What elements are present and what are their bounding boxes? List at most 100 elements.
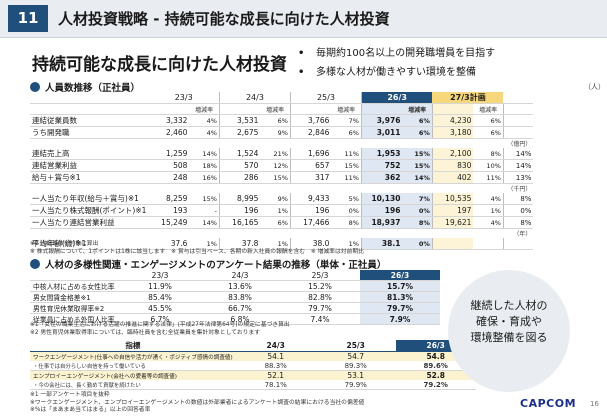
table-cell-rate: 6% (473, 126, 504, 139)
table-cell-value: 54.1 (235, 351, 316, 361)
table-cell-value: 508 (148, 159, 190, 172)
table-cell-value: 10,130 (361, 193, 403, 205)
table-cell-value: 196 (219, 204, 261, 217)
table-cell-value: 15.2% (280, 280, 360, 292)
table-cell-value: 66.7% (200, 302, 280, 314)
table-cell-rate: 8% (503, 216, 534, 229)
table-cell-value: 6.7% (120, 313, 200, 325)
table-cell-value: 82.8% (280, 291, 360, 303)
table-cell-value: 3,332 (148, 114, 190, 127)
table-cell-value: 286 (219, 171, 261, 184)
table-cell-rate: 4% (473, 193, 504, 205)
table-cell-value: 196 (290, 204, 332, 217)
table-cell-rate: 9% (260, 193, 291, 205)
footnotes-headcount: ※1 当社単体を対象に算出 ※ 株式報酬について、1ポイントは1株に該当します … (30, 241, 364, 255)
table-cell-value: 1,259 (148, 148, 190, 160)
table-cell-value: 3,766 (290, 114, 332, 127)
table-cell-rate: - (189, 204, 220, 217)
table-row: 連結営業利益 508 18% 570 12% 657 15% 752 15% 830 10% 14% (30, 159, 534, 172)
table-cell-value: 52.1 (235, 370, 316, 380)
table-header-row: 指標 24/3 25/3 26/3 (30, 340, 476, 352)
table-cell-value: 45.5% (120, 302, 200, 314)
table-cell-value: 78.1% (235, 380, 316, 390)
table-cell-rate: 15% (331, 159, 362, 172)
table-cell-rate (503, 238, 534, 250)
table-cell-rate: 15% (402, 159, 433, 172)
table-cell-rate: 0% (331, 204, 362, 217)
table-row: 一人当たり株式報酬(ポイント)※1 193-196 1% 196 0% 196 0% 197 1… (30, 204, 534, 217)
table-cell-value: 2,100 (432, 148, 474, 160)
section-number: 11 (8, 5, 48, 32)
table-cell-rate: 15% (260, 171, 291, 184)
table-cell-value: 38.1 (361, 238, 403, 250)
table-cell-value: 1,953 (361, 148, 403, 160)
section-marker-icon (30, 82, 40, 92)
table-cell-rate: 1% (260, 204, 291, 217)
table-cell-rate: 6% (260, 216, 291, 229)
table-cell-value: 752 (361, 159, 403, 172)
table-cell-rate: 15% (189, 193, 220, 205)
footnotes-diversity: ※1「女性の職業生活における活躍の推進に関する法律」(平成27年法律第64号)の… (30, 322, 290, 336)
table-cell-rate: 4% (189, 126, 220, 139)
table-cell-rate: 6% (260, 114, 291, 127)
table-row: 一人当たり連結営業利益 15,249 14% 16,165 6% 17,466 8% 18,9… (30, 216, 534, 229)
table-cell-value: 196 (361, 204, 403, 217)
bullet-item: • 毎期約100名以上の開発職増員を目指す (298, 48, 496, 59)
section-marker-icon (30, 259, 40, 269)
table-row: 中核人材に占める女性比率 11.9% 13.6% 15.2% 15.7% (30, 280, 440, 292)
table-cell-rate: 7% (402, 193, 433, 205)
table-cell-value: 19,621 (432, 216, 474, 229)
page-number: 16 (590, 400, 599, 408)
table-cell-value: 3,011 (361, 126, 403, 139)
table-header-row: 23/3 24/3 25/3 26/3 (30, 270, 440, 281)
table-cell-rate: 13% (503, 171, 534, 184)
headcount-table: 23/3 24/3 25/3 26/3 27/3計画 増減率 増減率 増減率 増減率増… (30, 92, 534, 250)
table-subheader-row: 増減率 増減率 増減率 増減率 増減率 (30, 103, 534, 115)
table-cell-rate: 4% (189, 114, 220, 127)
table-cell-value: 2,846 (290, 126, 332, 139)
table-cell-rate: 0% (402, 238, 433, 250)
table-cell-value: 8,259 (148, 193, 190, 205)
table-cell-value: 15,249 (148, 216, 190, 229)
table-cell-value: 2,675 (219, 126, 261, 139)
table-cell-value: 16,165 (219, 216, 261, 229)
table-cell-value: 6.8% (200, 313, 280, 325)
table-cell-rate: 0% (402, 204, 433, 217)
table-cell-rate: 6% (473, 114, 504, 127)
table-cell-value: 7.9% (360, 313, 440, 325)
table-cell-value: 85.4% (120, 291, 200, 303)
table-cell-value: 3,180 (432, 126, 474, 139)
table-cell-value: 81.3% (360, 291, 440, 303)
table-cell-value: 15.7% (360, 280, 440, 292)
unit-row: （年） (513, 231, 532, 238)
table-row: 男性育児休業取得率※2 45.5% 66.7% 79.7% 79.7% (30, 302, 440, 314)
table-cell-value (432, 238, 474, 250)
table-cell-rate: 0% (503, 204, 534, 217)
table-cell-value: 3,976 (361, 114, 403, 127)
table-cell-value: 53.1 (315, 370, 396, 380)
table-cell-value: 197 (432, 204, 474, 217)
page-subtitle: 持続可能な成長に向けた人材投資 (32, 55, 287, 75)
table-cell-rate: 21% (260, 148, 291, 160)
table-cell-rate (473, 238, 504, 250)
table-cell-value: 11.9% (120, 280, 200, 292)
table-cell-rate: 8% (473, 148, 504, 160)
table-cell-value: 402 (432, 171, 474, 184)
table-cell-rate: 6% (402, 114, 433, 127)
table-cell-value: 89.3% (315, 361, 396, 371)
table-row: 給与＋賞与※1 248 16% 286 15% 317 11% 362 14% 402 11% 13% (30, 171, 534, 184)
table-cell-rate: 14% (402, 171, 433, 184)
table-row: ・今の会社には、長く勤めて貢献を続けたい 78.1% 79.9% 79.2% (30, 380, 476, 390)
table-row: うち開発職 2,460 4% 2,675 9% 2,846 6% 3,011 6% 3,180 6% (30, 126, 534, 139)
table-cell-value: 193 (148, 204, 190, 217)
table-cell-value: 830 (432, 159, 474, 172)
table-cell-value: 362 (361, 171, 403, 184)
table-cell-value: 7.4% (280, 313, 360, 325)
summary-circle (448, 270, 570, 392)
engagement-table: 指標 24/3 25/3 26/3 ワークエンゲージメント(仕事への自信や活力が… (30, 340, 476, 390)
table-cell-value: 79.7% (360, 302, 440, 314)
table-row: 従業員に占める外国人比率 6.7% 6.8% 7.4% 7.9% (30, 313, 440, 325)
table-cell-value: 570 (219, 159, 261, 172)
table-cell-value: 83.8% (200, 291, 280, 303)
table-cell-value: 88.3% (235, 361, 316, 371)
